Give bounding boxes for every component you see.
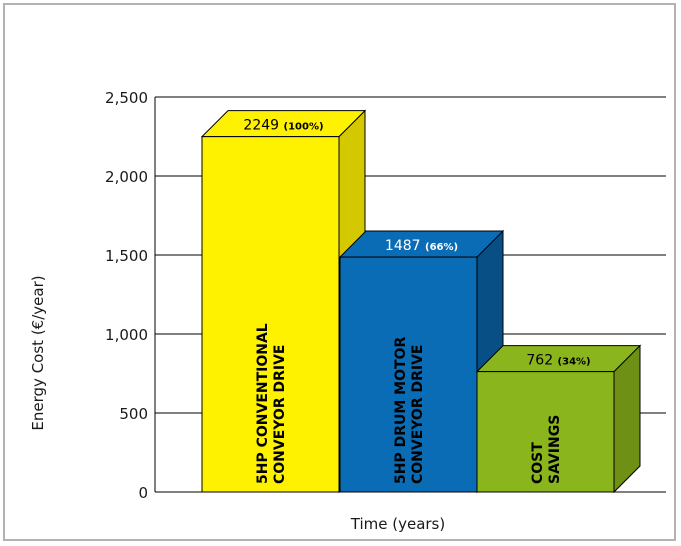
y-tick-label: 2,500 — [105, 89, 148, 107]
x-axis-label: Time (years) — [350, 515, 445, 533]
category-label-line: 5HP DRUM MOTOR — [393, 337, 409, 484]
category-label-line: 5HP CONVENTIONAL — [255, 323, 271, 484]
y-axis-ticks: 0 500 1,000 1,500 2,000 2,500 — [105, 89, 148, 502]
bar-group: 762 (34%) COST SAVINGS — [475, 344, 642, 494]
data-label: 762 (34%) — [526, 353, 590, 369]
bar-category-label: COST SAVINGS — [530, 415, 563, 484]
y-tick-label: 0 — [138, 484, 148, 502]
y-tick-label: 500 — [119, 405, 148, 423]
y-tick-label: 1,000 — [105, 326, 148, 344]
category-label-line: CONVEYOR DRIVE — [272, 345, 288, 485]
category-label-line: COST — [530, 442, 546, 484]
y-tick-label: 1,500 — [105, 247, 148, 265]
bars: 2249 (100%)5HP CONVENTIONAL CONVEYOR DRIV… — [200, 109, 642, 494]
data-label: 1487 (66%) — [385, 238, 458, 254]
y-axis-label: Energy Cost (€/year) — [29, 275, 47, 430]
bar — [339, 256, 478, 493]
bar — [476, 371, 615, 493]
y-tick-label: 2,000 — [105, 168, 148, 186]
category-label-line: CONVEYOR DRIVE — [410, 345, 426, 485]
bar-category-label: 5HP CONVENTIONAL CONVEYOR DRIVE — [255, 323, 288, 484]
data-label: 2249 (100%) — [243, 118, 323, 134]
bar — [201, 136, 340, 493]
bar-group: 1487 (66%) 5HP DRUM MOTOR CONVEYOR DRIVE — [338, 229, 505, 494]
category-label-line: SAVINGS — [547, 415, 563, 484]
bar-category-label: 5HP DRUM MOTOR CONVEYOR DRIVE — [393, 337, 426, 484]
